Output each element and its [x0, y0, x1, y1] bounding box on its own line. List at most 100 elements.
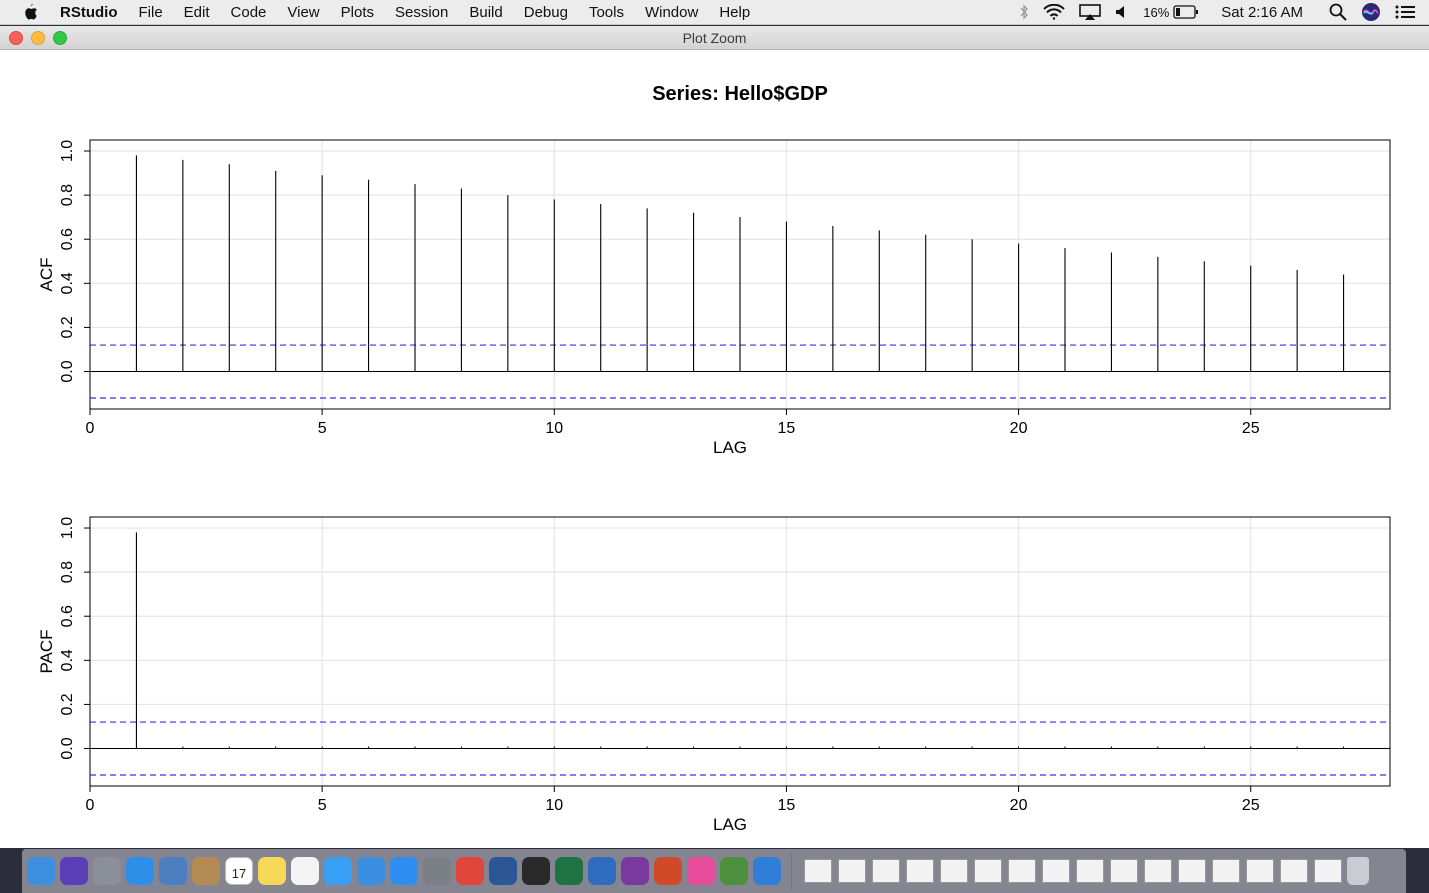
- pacf-y-tick-label: 0.0: [59, 737, 76, 759]
- acf-y-tick-label: 1.0: [59, 140, 76, 162]
- apple-menu-icon[interactable]: [22, 3, 44, 21]
- messages-icon[interactable]: [324, 857, 352, 885]
- siri-menu-icon[interactable]: [1361, 2, 1381, 22]
- plot-zoom-window: Plot Zoom Series: Hello$GDP 0 5 10 15 20 25 0.…: [0, 26, 1429, 848]
- launchpad-icon[interactable]: [93, 857, 121, 885]
- menu-code[interactable]: Code: [230, 3, 267, 21]
- dock-doc-15[interactable]: [1280, 859, 1308, 883]
- dock-doc-12[interactable]: [1178, 859, 1206, 883]
- notes-icon[interactable]: [258, 857, 286, 885]
- acf-y-tick-label: 0.2: [59, 316, 76, 338]
- reminders-icon[interactable]: [291, 857, 319, 885]
- dock-doc-8[interactable]: [1042, 859, 1070, 883]
- dock-doc-10[interactable]: [1110, 859, 1138, 883]
- xcode-icon[interactable]: [753, 857, 781, 885]
- pacf-x-axis-title: LAG: [713, 815, 747, 834]
- window-titlebar[interactable]: Plot Zoom: [0, 26, 1429, 50]
- menu-bar: RStudio File Edit Code View Plots Sessio…: [0, 0, 1429, 25]
- dock-separator: [791, 853, 792, 889]
- wifi-icon[interactable]: [1043, 4, 1065, 20]
- acf-y-tick-label: 0.0: [59, 360, 76, 382]
- terminal-icon[interactable]: [522, 857, 550, 885]
- dock-doc-3[interactable]: [872, 859, 900, 883]
- dock-doc-2[interactable]: [838, 859, 866, 883]
- acf-y-tick-label: 0.8: [59, 184, 76, 206]
- menu-app-name[interactable]: RStudio: [60, 3, 118, 21]
- volume-icon[interactable]: [1115, 5, 1129, 19]
- dock-doc-9[interactable]: [1076, 859, 1104, 883]
- word-icon[interactable]: [489, 857, 517, 885]
- menu-edit[interactable]: Edit: [183, 3, 210, 21]
- acf-x-tick-label: 5: [318, 420, 327, 437]
- dock-doc-1[interactable]: [804, 859, 832, 883]
- dock-doc-14[interactable]: [1246, 859, 1274, 883]
- finder-icon[interactable]: [27, 857, 55, 885]
- window-title: Plot Zoom: [682, 30, 747, 46]
- pacf-plot-frame: [89, 516, 1391, 787]
- menu-view[interactable]: View: [287, 3, 320, 21]
- clock[interactable]: Sat 2:16 AM: [1221, 3, 1303, 21]
- contacts-icon[interactable]: [192, 857, 220, 885]
- dock-doc-16[interactable]: [1314, 859, 1342, 883]
- chart-title: Series: Hello$GDP: [652, 83, 828, 105]
- dock-doc-5[interactable]: [940, 859, 968, 883]
- notification-center-icon[interactable]: [1395, 4, 1415, 20]
- pacf-x-tick-label: 25: [1242, 797, 1260, 814]
- pacf-y-tick-label: 0.2: [59, 693, 76, 715]
- pacf-x-tick-label: 0: [86, 797, 95, 814]
- camino-icon[interactable]: [720, 857, 748, 885]
- acf-y-tick-label: 0.6: [59, 228, 76, 250]
- menu-help[interactable]: Help: [719, 3, 751, 21]
- plots-canvas: Series: Hello$GDP 0 5 10 15 20 25 0.0 0.2 0.4 0.6…: [37, 83, 1391, 834]
- dock-doc-4[interactable]: [906, 859, 934, 883]
- spotlight-search-icon[interactable]: [1329, 3, 1347, 21]
- menu-build[interactable]: Build: [469, 3, 503, 21]
- acf-x-tick-label: 0: [86, 420, 95, 437]
- menu-debug[interactable]: Debug: [523, 3, 568, 21]
- battery-icon[interactable]: [1173, 5, 1199, 19]
- bluetooth-icon[interactable]: [1019, 4, 1029, 20]
- menu-session[interactable]: Session: [395, 3, 449, 21]
- pacf-y-tick-label: 0.8: [59, 561, 76, 583]
- powerpoint-icon[interactable]: [654, 857, 682, 885]
- dock-doc-7[interactable]: [1008, 859, 1036, 883]
- zoom-button[interactable]: [53, 31, 67, 45]
- dock-doc-6[interactable]: [974, 859, 1002, 883]
- keynote-icon[interactable]: [357, 857, 385, 885]
- system-preferences-icon[interactable]: [423, 857, 451, 885]
- itunes-icon[interactable]: [687, 857, 715, 885]
- pacf-y-tick-label: 1.0: [59, 517, 76, 539]
- battery-percent[interactable]: 16%: [1143, 4, 1170, 20]
- dock-doc-11[interactable]: [1144, 859, 1172, 883]
- calendar-icon[interactable]: 17: [225, 857, 253, 885]
- menu-plots[interactable]: Plots: [340, 3, 374, 21]
- pacf-x-tick-label: 5: [318, 797, 327, 814]
- app-store-icon[interactable]: [390, 857, 418, 885]
- menu-window[interactable]: Window: [644, 3, 699, 21]
- pacf-y-tick-label: 0.4: [59, 649, 76, 671]
- acf-x-axis-title: LAG: [713, 438, 747, 457]
- r-icon[interactable]: [588, 857, 616, 885]
- acf-y-axis-title: ACF: [37, 258, 56, 292]
- menu-file[interactable]: File: [138, 3, 163, 21]
- airplay-icon[interactable]: [1079, 4, 1102, 20]
- dock-doc-13[interactable]: [1212, 859, 1240, 883]
- onenote-icon[interactable]: [621, 857, 649, 885]
- menu-tools[interactable]: Tools: [588, 3, 624, 21]
- acf-y-tick-label: 0.4: [59, 272, 76, 294]
- preview-icon[interactable]: [159, 857, 187, 885]
- close-button[interactable]: [9, 31, 23, 45]
- pacf-x-tick-label: 10: [545, 797, 563, 814]
- pacf-y-tick-label: 0.6: [59, 605, 76, 627]
- siri-icon[interactable]: [60, 857, 88, 885]
- acf-x-tick-label: 25: [1242, 420, 1260, 437]
- pacf-x-tick-label: 20: [1010, 797, 1028, 814]
- excel-icon[interactable]: [555, 857, 583, 885]
- acf-x-tick-label: 15: [778, 420, 796, 437]
- minimize-button[interactable]: [31, 31, 45, 45]
- chrome-icon[interactable]: [456, 857, 484, 885]
- acf-x-tick-label: 10: [545, 420, 563, 437]
- trash-icon[interactable]: [1347, 857, 1369, 885]
- safari-icon[interactable]: [126, 857, 154, 885]
- plot-area: Series: Hello$GDP 0 5 10 15 20 25 0.0 0.2 0.4 0.6…: [0, 50, 1429, 848]
